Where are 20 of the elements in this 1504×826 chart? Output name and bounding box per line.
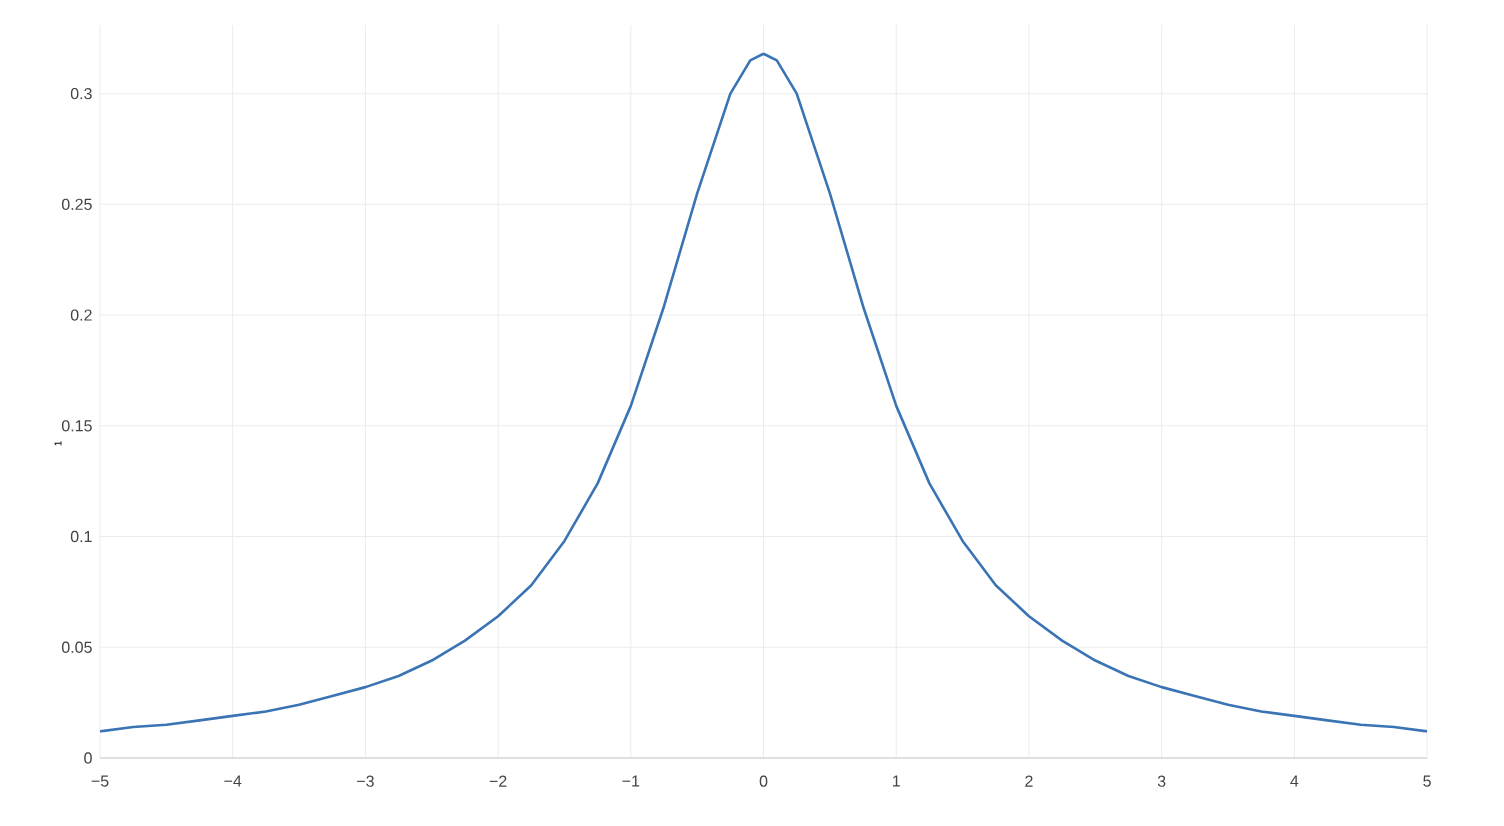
x-tick-label: 2 <box>1025 775 1033 787</box>
x-tick-label: 5 <box>1423 775 1431 787</box>
y-tick-label: 0.3 <box>70 87 92 100</box>
x-tick-label: −2 <box>489 775 507 787</box>
y-tick-label: 0.15 <box>61 420 92 432</box>
x-tick-label: 3 <box>1157 775 1166 787</box>
y-tick-label: 0.05 <box>61 641 92 653</box>
y-tick-label: 0 <box>84 752 92 764</box>
x-tick-label: 1 <box>893 775 900 787</box>
x-tick-label: 0 <box>759 775 768 787</box>
x-tick-label: −1 <box>622 775 640 787</box>
y-tick-label: 0.25 <box>61 198 92 211</box>
x-tick-label: 4 <box>1290 775 1299 787</box>
x-tick-label: −4 <box>224 775 242 787</box>
y-axis-title: 1 <box>54 441 62 446</box>
x-tick-label: −5 <box>91 775 109 787</box>
line-series <box>100 52 1428 733</box>
y-tick-label: 0.1 <box>70 530 92 543</box>
y-tick-label: 0.2 <box>70 309 92 321</box>
x-tick-label: −3 <box>357 775 374 787</box>
